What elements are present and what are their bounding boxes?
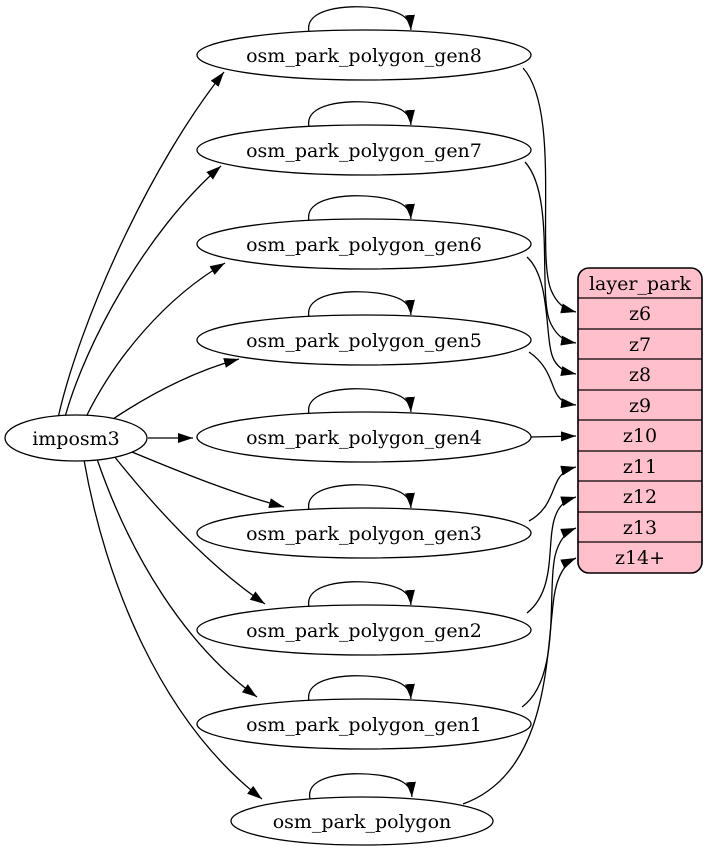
edge-imposm3-to-polygon [83,459,263,800]
node-gen7-label: osm_park_polygon_gen7 [246,140,482,162]
node-gen5-label: osm_park_polygon_gen5 [246,330,482,352]
self-loop-gen2 [308,581,415,608]
edge-imposm3-to-gen7 [64,165,222,418]
self-loop-gen3 [308,484,415,511]
edge-imposm3-to-gen6 [85,262,226,418]
edge-gen5-to-z9 [528,351,577,409]
row-z9: z9 [629,395,651,417]
row-z14plus: z14+ [615,547,665,569]
node-osm-park-polygon-gen6: osm_park_polygon_gen6 [196,218,532,270]
node-osm-park-polygon-gen4: osm_park_polygon_gen4 [196,411,532,463]
node-polygon-label: osm_park_polygon [273,811,452,833]
self-loop-edges [308,6,416,800]
edge-gen7-to-z7 [524,161,577,346]
self-loop-gen7 [308,101,415,128]
row-z13: z13 [623,517,657,539]
edge-gen8-to-z6 [522,67,577,314]
node-imposm3: imposm3 [4,414,148,462]
edge-gen3-to-z11 [528,465,577,522]
node-osm-park-polygon-gen2: osm_park_polygon_gen2 [196,604,532,656]
self-loop-gen6 [308,195,415,222]
node-gen2-shape [196,604,532,656]
self-loop-gen8 [308,6,415,33]
edges-to-layer-park [462,67,577,805]
row-z11: z11 [623,456,657,478]
node-polygon-shape [230,796,494,846]
self-loop-polygon [309,773,416,800]
node-osm-park-polygon-gen1: osm_park_polygon_gen1 [196,698,532,750]
edge-gen1-to-z13 [521,527,577,708]
row-z12: z12 [623,486,657,508]
node-osm-park-polygon-gen8: osm_park_polygon_gen8 [196,29,532,81]
node-gen6-shape [196,218,532,270]
node-osm-park-polygon: osm_park_polygon [230,796,494,846]
node-gen5-shape [196,314,532,366]
node-gen8-shape [196,29,532,81]
edges-from-imposm3 [57,71,285,800]
node-gen2-label: osm_park_polygon_gen2 [246,620,482,642]
node-gen1-shape [196,698,532,750]
node-gen7-shape [196,124,532,176]
layer-park-table: layer_park z6 z7 z8 z9 z10 z11 z12 z13 z… [577,267,703,574]
edge-imposm3-to-gen5 [109,358,240,422]
edge-polygon-to-z14 [462,557,577,805]
self-loop-gen5 [308,291,415,318]
node-gen8-label: osm_park_polygon_gen8 [246,45,482,67]
edge-imposm3-to-gen8 [57,71,225,419]
self-loop-gen4 [308,388,415,415]
edge-imposm3-to-gen2 [113,455,266,605]
node-gen3-shape [196,507,532,559]
node-gen4-shape [196,411,532,463]
edge-imposm3-to-gen3 [131,451,285,508]
edge-gen4-to-z10 [530,431,577,442]
node-osm-park-polygon-gen5: osm_park_polygon_gen5 [196,314,532,366]
node-gen6-label: osm_park_polygon_gen6 [246,234,482,256]
layer-park-header: layer_park [589,273,692,295]
row-z8: z8 [629,364,651,386]
row-z6: z6 [629,303,651,325]
row-z7: z7 [629,334,651,356]
node-osm-park-polygon-gen7: osm_park_polygon_gen7 [196,124,532,176]
row-z10: z10 [623,425,657,447]
node-imposm3-label: imposm3 [32,428,120,450]
node-osm-park-polygon-gen3: osm_park_polygon_gen3 [196,507,532,559]
node-imposm3-shape [4,414,148,462]
self-loop-gen1 [308,675,415,702]
edge-imposm3-to-gen1 [96,458,258,698]
edge-gen2-to-z12 [526,496,577,614]
node-gen3-label: osm_park_polygon_gen3 [246,523,482,545]
node-gen1-label: osm_park_polygon_gen1 [246,714,482,736]
node-gen4-label: osm_park_polygon_gen4 [246,427,482,449]
edge-gen6-to-z8 [526,256,577,376]
